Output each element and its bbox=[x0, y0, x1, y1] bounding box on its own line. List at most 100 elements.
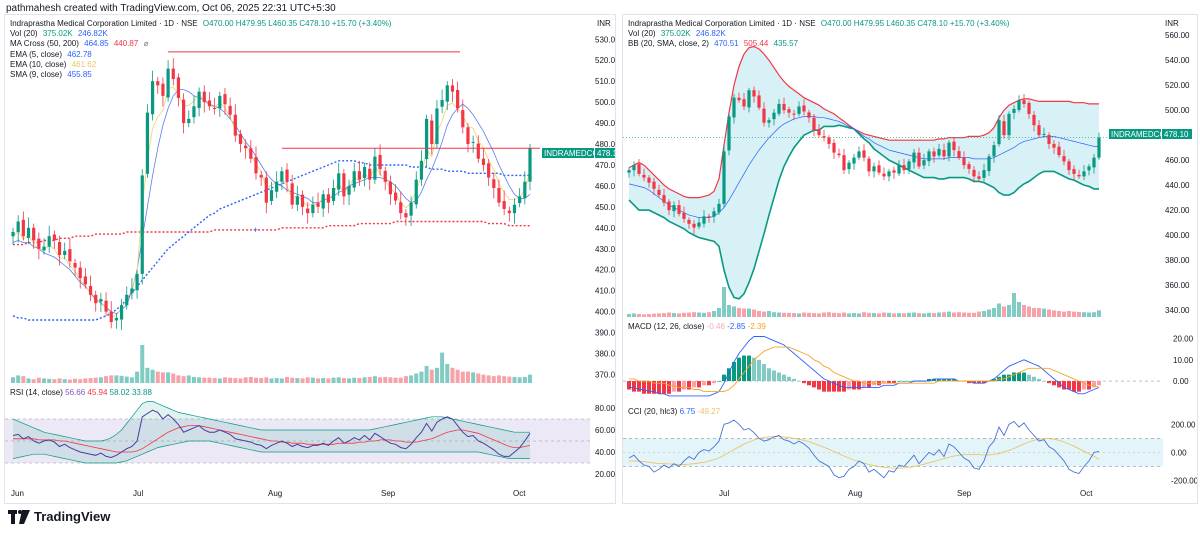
left-volume-bar bbox=[238, 378, 243, 383]
left-candle bbox=[357, 171, 361, 180]
rsi-pane[interactable]: 80.00 60.00 40.00 20.00 bbox=[5, 401, 615, 479]
right-volume-bar bbox=[627, 314, 631, 317]
left-volume-bar bbox=[290, 377, 295, 383]
left-volume-bar bbox=[388, 377, 393, 383]
bb-lower-line bbox=[628, 124, 1099, 300]
macd-histogram-bar bbox=[942, 378, 946, 382]
left-volume-bar bbox=[253, 377, 258, 383]
right-candle bbox=[962, 157, 966, 166]
left-volume-bar bbox=[73, 378, 78, 383]
left-candle bbox=[497, 188, 501, 203]
left-volume-bar bbox=[486, 375, 491, 383]
right-volume-bar bbox=[922, 313, 926, 317]
left-volume-bar bbox=[181, 376, 186, 383]
macd-histogram-bar bbox=[732, 361, 736, 382]
right-volume-bar bbox=[712, 311, 716, 317]
left-price-tick-label: 520.00 bbox=[595, 56, 615, 65]
right-candle bbox=[857, 151, 861, 158]
left-chart-canvas[interactable]: 530.00 520.00 510.00 500.00 490.00 480.00 470.… bbox=[5, 15, 615, 503]
right-volume-bar bbox=[852, 313, 856, 317]
left-x-tick-label: Jun bbox=[11, 489, 24, 498]
left-volume-bar bbox=[160, 372, 165, 383]
right-volume-bar bbox=[767, 311, 771, 317]
right-candle bbox=[787, 109, 791, 113]
left-price-tick-label: 420.00 bbox=[595, 266, 615, 275]
macd-tick-label: 20.00 bbox=[1173, 335, 1194, 344]
left-volume-bar bbox=[429, 369, 434, 383]
tradingview-brand[interactable]: TradingView bbox=[8, 509, 110, 524]
left-candle bbox=[445, 85, 449, 102]
left-candle bbox=[259, 175, 263, 178]
macd-histogram-bar bbox=[842, 381, 846, 392]
left-volume-bar bbox=[42, 378, 47, 383]
left-candle bbox=[11, 231, 15, 237]
right-candle bbox=[982, 170, 986, 178]
left-chart-panel[interactable]: Indraprastha Medical Corporation Limited… bbox=[4, 14, 616, 504]
macd-histogram-bar bbox=[1057, 381, 1061, 388]
right-candle bbox=[692, 223, 696, 228]
right-vol-label: Vol (20) bbox=[628, 29, 656, 39]
left-volume-bar bbox=[460, 371, 465, 383]
left-candle bbox=[249, 148, 253, 159]
left-candle bbox=[362, 167, 367, 178]
right-candle bbox=[672, 205, 676, 212]
right-volume-bar bbox=[672, 313, 676, 317]
left-x-tick-label: Aug bbox=[268, 489, 282, 498]
left-candle bbox=[295, 196, 299, 205]
left-title: Indraprastha Medical Corporation Limited… bbox=[10, 19, 198, 28]
left-volume-bar bbox=[217, 378, 222, 383]
right-candle bbox=[662, 195, 666, 203]
left-candles[interactable] bbox=[11, 58, 532, 331]
right-volume-bar bbox=[927, 312, 931, 317]
left-volume-bar bbox=[424, 365, 429, 383]
left-price-tick-label: 460.00 bbox=[595, 182, 615, 191]
left-horizontal-lines[interactable] bbox=[168, 51, 540, 149]
macd-pane[interactable]: 20.00 10.00 0.00 bbox=[623, 335, 1194, 397]
right-candle bbox=[827, 137, 831, 144]
right-candle bbox=[967, 164, 971, 169]
left-candle bbox=[109, 311, 113, 323]
right-candles[interactable] bbox=[627, 86, 1101, 234]
ma200-line bbox=[13, 220, 530, 246]
right-price-tick-label: 400.00 bbox=[1165, 231, 1190, 240]
right-volume-bar bbox=[657, 313, 661, 317]
left-candle bbox=[223, 94, 227, 105]
right-x-tick-label: Jul bbox=[719, 489, 729, 498]
right-volume-bar bbox=[1027, 306, 1031, 317]
macd-histogram-bar bbox=[1097, 381, 1101, 386]
left-volume-bar bbox=[496, 375, 501, 383]
ma-cross-icon: ⌀ bbox=[143, 39, 149, 49]
macd-histogram-bar bbox=[807, 381, 811, 386]
macd-histogram-bar bbox=[907, 381, 911, 382]
cci-pane[interactable]: 200.00 0.00 -200.00 bbox=[623, 419, 1197, 486]
left-volume-bars bbox=[11, 345, 532, 383]
macd-histogram-bar bbox=[977, 381, 981, 384]
bb-fill bbox=[629, 46, 1099, 299]
brand-text: TradingView bbox=[34, 509, 111, 524]
macd-histogram-bar bbox=[1067, 381, 1071, 390]
right-candle bbox=[1027, 102, 1031, 114]
left-candle bbox=[518, 196, 522, 204]
right-volume-bar bbox=[997, 303, 1001, 317]
right-candle bbox=[847, 162, 851, 170]
left-candle bbox=[326, 194, 330, 203]
left-price-tick-label: 470.00 bbox=[595, 161, 615, 170]
macd-histogram-bar bbox=[747, 355, 751, 382]
left-volume-bar bbox=[191, 376, 196, 383]
right-price-tick-label: 520.00 bbox=[1165, 81, 1190, 90]
left-volume-bar bbox=[362, 377, 367, 383]
left-candle bbox=[481, 158, 486, 165]
left-candle bbox=[280, 171, 284, 182]
right-chart-canvas[interactable]: 560.00540.00520.00500.00480.00460.00440.… bbox=[623, 15, 1197, 503]
right-price-badge bbox=[1162, 129, 1192, 139]
right-volume-bar bbox=[1072, 311, 1076, 317]
right-title: Indraprastha Medical Corporation Limited… bbox=[628, 19, 816, 28]
left-volume-bar bbox=[316, 378, 321, 383]
left-volume-bar bbox=[285, 376, 290, 383]
right-volume-bar bbox=[632, 313, 636, 317]
right-x-tick-label: Sep bbox=[957, 489, 972, 498]
right-chart-panel[interactable]: Indraprastha Medical Corporation Limited… bbox=[622, 14, 1198, 504]
right-candle bbox=[822, 136, 826, 138]
right-volume-bar bbox=[732, 306, 736, 317]
left-x-tick-label: Sep bbox=[381, 489, 396, 498]
